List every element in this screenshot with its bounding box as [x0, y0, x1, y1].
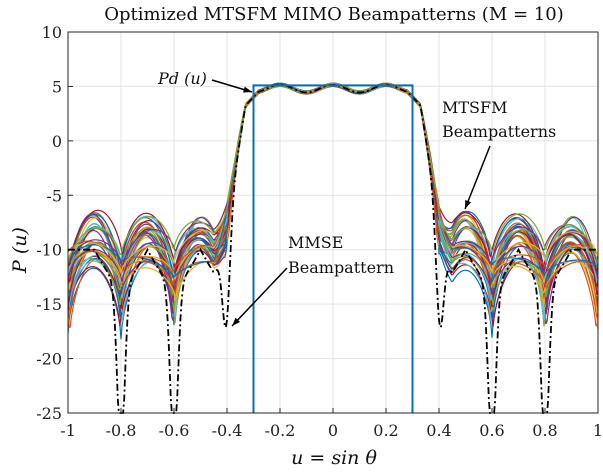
y-tick-label: -15 [36, 295, 62, 314]
mtsfm-arrow [464, 145, 491, 210]
x-tick-label: -0.8 [106, 421, 137, 440]
y-tick-label: -10 [36, 241, 62, 260]
y-tick-labels: 10 5 0 -5 -10 -15 -20 -25 [36, 23, 62, 423]
mmse-label-line2: Beampattern [288, 258, 394, 277]
x-tick-label: 0.6 [479, 421, 504, 440]
mmse-arrow-head [232, 317, 241, 326]
mmse-label-line1: MMSE [288, 233, 343, 252]
y-tick-label: 0 [52, 132, 62, 151]
y-tick-label: 5 [52, 77, 62, 96]
mtsfm-label-line2: Beampatterns [442, 122, 556, 141]
x-tick-label: -0.4 [212, 421, 243, 440]
x-tick-labels: -1 -0.8 -0.6 -0.4 -0.2 0 0.2 0.4 0.6 0.8 1 [60, 421, 603, 440]
y-tick-label: -25 [36, 404, 62, 423]
x-tick-label: 1 [593, 421, 603, 440]
y-axis-label: P (u) [9, 227, 31, 274]
x-tick-label: 0.8 [532, 421, 557, 440]
y-tick-label: 10 [42, 23, 62, 42]
desired-beampattern [252, 84, 414, 413]
mtsfm-label-line1: MTSFM [442, 98, 508, 117]
x-tick-label: 0 [328, 421, 338, 440]
plot-frame [67, 31, 599, 414]
y-tick-label: -5 [46, 186, 62, 205]
mmse-arrow [231, 267, 288, 327]
desired-arrow-head [243, 86, 252, 93]
x-tick-label: -1 [60, 421, 76, 440]
desired-curve [252, 84, 414, 413]
y-tick-label: -20 [36, 350, 62, 369]
x-tick-label: 0.4 [426, 421, 451, 440]
chart-title: Optimized MTSFM MIMO Beampatterns (M = 1… [104, 4, 563, 25]
x-tick-label: -0.6 [159, 421, 190, 440]
annotation-arrows [211, 79, 491, 327]
x-tick-label: -0.2 [265, 421, 296, 440]
desired-pattern-label: Pd (u) [157, 69, 207, 88]
mtsfm-curve [67, 83, 599, 265]
mtsfm-arrow-head [465, 200, 471, 209]
x-tick-label: 0.2 [373, 421, 398, 440]
x-axis-label: u = sin θ [291, 447, 377, 469]
